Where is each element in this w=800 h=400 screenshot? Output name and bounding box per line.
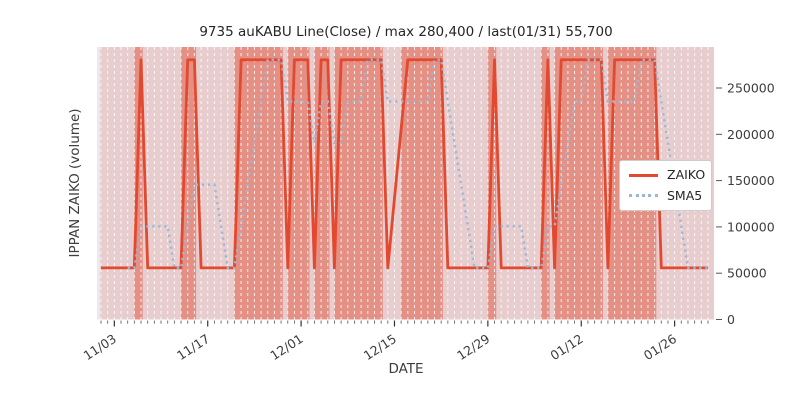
legend-label-sma5: SMA5 <box>667 187 703 203</box>
high-period-band <box>234 47 283 320</box>
legend-item-sma5: SMA5 <box>629 187 703 203</box>
y-tick-label: 250000 <box>727 81 775 96</box>
x-tick-label: 01/12 <box>547 331 585 363</box>
x-tick-label: 12/15 <box>361 331 399 363</box>
x-tick-label: 01/26 <box>641 331 679 363</box>
y-tick-label: 50000 <box>727 266 767 281</box>
y-tick-label: 100000 <box>727 219 775 234</box>
x-tick-label: 11/03 <box>81 331 119 363</box>
legend-label-zaiko: ZAIKO <box>667 167 706 182</box>
chart-title: 9735 auKABU Line(Close) / max 280,400 / … <box>199 24 613 40</box>
sma5-line-sample-icon <box>629 194 658 198</box>
x-axis-label: DATE <box>388 361 424 377</box>
sma5-line <box>127 58 708 270</box>
y-tick-label: 150000 <box>727 173 775 188</box>
zaiko-line-sample-icon <box>629 173 658 177</box>
y-tick-label: 0 <box>727 312 735 327</box>
high-period-band <box>487 47 497 320</box>
legend-item-zaiko: ZAIKO <box>629 167 706 182</box>
high-period-band <box>541 47 550 320</box>
high-period-band <box>134 47 143 320</box>
legend: ZAIKO SMA5 <box>619 160 712 211</box>
x-tick-label: 12/01 <box>267 331 305 363</box>
high-period-band <box>401 47 443 320</box>
y-tick-label: 200000 <box>727 127 775 142</box>
x-tick-label: 11/17 <box>174 331 212 363</box>
y-axis-label: IPPAN ZAIKO (volume) <box>67 108 83 258</box>
x-tick-label: 12/29 <box>454 331 492 363</box>
zaiko-line <box>101 58 708 270</box>
high-period-band <box>334 47 383 320</box>
